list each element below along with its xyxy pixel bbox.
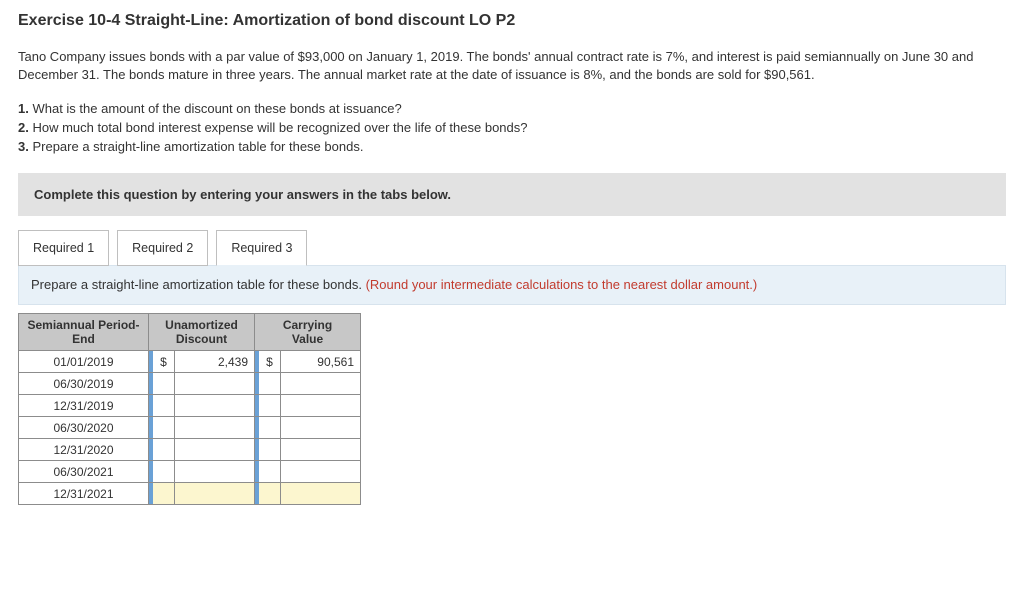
tab-instruction: Prepare a straight-line amortization tab… [18, 265, 1006, 305]
table-row: 06/30/2020 [19, 417, 361, 439]
cell-discount-value[interactable] [175, 395, 255, 417]
amortization-table: Semiannual Period- End Unamortized Disco… [18, 313, 361, 505]
cell-carrying-currency[interactable] [259, 417, 281, 439]
cell-carrying-value[interactable] [281, 439, 361, 461]
cell-carrying-value[interactable] [281, 417, 361, 439]
cell-period-end: 12/31/2019 [19, 395, 149, 417]
cell-discount-currency[interactable] [153, 395, 175, 417]
cell-discount-value[interactable] [175, 439, 255, 461]
cell-carrying-currency[interactable]: $ [259, 351, 281, 373]
cell-carrying-currency[interactable] [259, 395, 281, 417]
col-header-discount: Unamortized Discount [149, 314, 255, 351]
cell-discount-currency[interactable] [153, 461, 175, 483]
col-header-period: Semiannual Period- End [19, 314, 149, 351]
cell-discount-currency[interactable] [153, 373, 175, 395]
cell-carrying-currency[interactable] [259, 483, 281, 505]
cell-period-end: 06/30/2021 [19, 461, 149, 483]
cell-period-end: 01/01/2019 [19, 351, 149, 373]
cell-carrying-value[interactable]: 90,561 [281, 351, 361, 373]
table-row: 12/31/2020 [19, 439, 361, 461]
question-list: 1. What is the amount of the discount on… [18, 100, 1006, 157]
cell-discount-value[interactable] [175, 483, 255, 505]
cell-discount-value[interactable] [175, 373, 255, 395]
table-row: 12/31/2021 [19, 483, 361, 505]
question-3: Prepare a straight-line amortization tab… [32, 139, 363, 154]
table-row: 06/30/2019 [19, 373, 361, 395]
tab-instruction-hint: (Round your intermediate calculations to… [366, 277, 758, 292]
cell-period-end: 12/31/2020 [19, 439, 149, 461]
table-row: 06/30/2021 [19, 461, 361, 483]
cell-carrying-value[interactable] [281, 373, 361, 395]
cell-discount-currency[interactable]: $ [153, 351, 175, 373]
tab-required-3[interactable]: Required 3 [216, 230, 307, 266]
cell-discount-value[interactable] [175, 417, 255, 439]
cell-carrying-value[interactable] [281, 461, 361, 483]
cell-discount-currency[interactable] [153, 483, 175, 505]
instruction-bar: Complete this question by entering your … [18, 173, 1006, 216]
cell-carrying-value[interactable] [281, 483, 361, 505]
tab-instruction-main: Prepare a straight-line amortization tab… [31, 277, 366, 292]
tabs-row: Required 1 Required 2 Required 3 [18, 230, 1006, 266]
cell-period-end: 06/30/2020 [19, 417, 149, 439]
cell-period-end: 06/30/2019 [19, 373, 149, 395]
question-1: What is the amount of the discount on th… [32, 101, 401, 116]
cell-carrying-currency[interactable] [259, 439, 281, 461]
question-2: How much total bond interest expense wil… [32, 120, 527, 135]
tab-required-1[interactable]: Required 1 [18, 230, 109, 266]
table-row: 01/01/2019$2,439$90,561 [19, 351, 361, 373]
col-header-carrying: Carrying Value [255, 314, 361, 351]
cell-discount-value[interactable] [175, 461, 255, 483]
cell-carrying-value[interactable] [281, 395, 361, 417]
cell-discount-currency[interactable] [153, 417, 175, 439]
problem-statement: Tano Company issues bonds with a par val… [18, 48, 1006, 84]
cell-discount-value[interactable]: 2,439 [175, 351, 255, 373]
tab-required-2[interactable]: Required 2 [117, 230, 208, 266]
table-row: 12/31/2019 [19, 395, 361, 417]
cell-period-end: 12/31/2021 [19, 483, 149, 505]
cell-discount-currency[interactable] [153, 439, 175, 461]
exercise-title: Exercise 10-4 Straight-Line: Amortizatio… [18, 12, 1006, 30]
cell-carrying-currency[interactable] [259, 373, 281, 395]
cell-carrying-currency[interactable] [259, 461, 281, 483]
